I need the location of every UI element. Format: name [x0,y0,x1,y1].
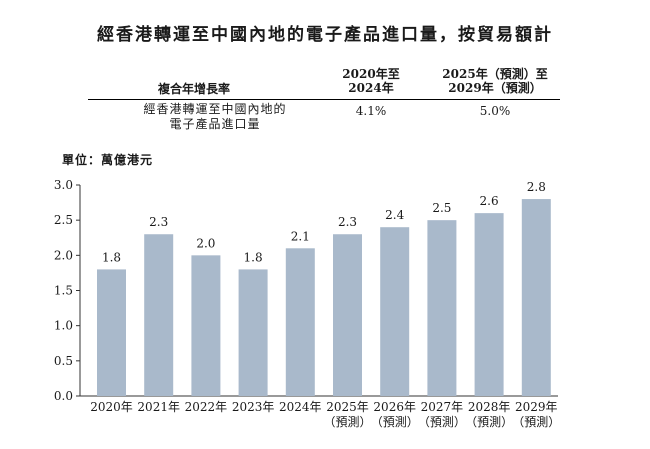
cagr-row-label: 經香港轉運至中國內地的 電子產品進口量 [130,102,300,132]
x-tick-sublabel: （預測） [371,415,419,429]
y-tick-label: 1.5 [54,284,73,298]
bar-value-label: 2.4 [385,208,404,222]
bar-2024年 [285,248,315,396]
x-tick-sublabel: （預測） [323,415,371,429]
y-tick-label: 2.5 [54,213,73,227]
bar-value-label: 2.0 [196,236,215,250]
bar-value-label: 1.8 [244,250,263,264]
cagr-col1-value: 4.1% [355,104,387,118]
x-tick-label: 2025年 [326,400,369,414]
bar-value-label: 2.3 [338,215,357,229]
x-tick-label: 2023年 [232,400,275,414]
x-tick-sublabel: （預測） [512,415,560,429]
unit-label: 單位：萬億港元 [62,153,154,167]
x-tick-sublabel: （預測） [418,415,466,429]
bar-2021年 [144,234,174,396]
bar-value-label: 2.3 [149,215,168,229]
cagr-col2-header-line2: 2029年（預測） [448,81,542,95]
bar-value-label: 2.6 [480,194,499,208]
bar-2022年 [191,255,221,396]
cagr-col2-value: 5.0% [479,104,511,118]
bar-2020年 [97,269,126,396]
cagr-col1-header-line2: 2024年 [348,81,394,95]
bar-2026年 [380,227,410,396]
x-tick-label: 2028年 [468,400,511,414]
x-tick-label: 2026年 [373,400,416,414]
y-tick-label: 0.0 [54,389,73,403]
bar-2029年 [521,199,551,396]
bar-value-label: 1.8 [102,250,121,264]
cagr-col1-header: 2020年至 2024年 [336,67,406,95]
x-tick-label: 2021年 [137,400,180,414]
y-tick-label: 0.5 [54,354,73,368]
x-tick-label: 2029年 [515,400,558,414]
bar-2025年 [333,234,362,396]
bar-2027年 [427,220,457,396]
cagr-row-label-line2: 電子產品進口量 [169,117,261,131]
x-tick-label: 2022年 [185,400,228,414]
y-tick-label: 3.0 [54,178,73,192]
bar-value-label: 2.8 [527,180,546,194]
x-tick-label: 2024年 [279,400,322,414]
bar-value-label: 2.5 [432,201,451,215]
cagr-col1-header-line1: 2020年至 [342,67,400,81]
cagr-col2-header-line1: 2025年（預測）至 [442,67,548,81]
y-tick-label: 1.0 [54,319,73,333]
bar-2023年 [238,269,268,396]
x-tick-label: 2020年 [90,400,133,414]
y-tick-label: 2.0 [54,248,73,262]
x-tick-label: 2027年 [421,400,464,414]
bar-2028年 [474,213,504,396]
chart-title: 經香港轉運至中國內地的電子產品進口量，按貿易額計 [97,25,553,45]
cagr-table-rule [88,99,560,100]
bar-value-label: 2.1 [291,229,310,243]
cagr-row-label-line1: 經香港轉運至中國內地的 [143,102,287,116]
cagr-header-label: 複合年增長率 [158,82,231,96]
x-tick-sublabel: （預測） [465,415,513,429]
cagr-col2-header: 2025年（預測）至 2029年（預測） [430,67,560,95]
